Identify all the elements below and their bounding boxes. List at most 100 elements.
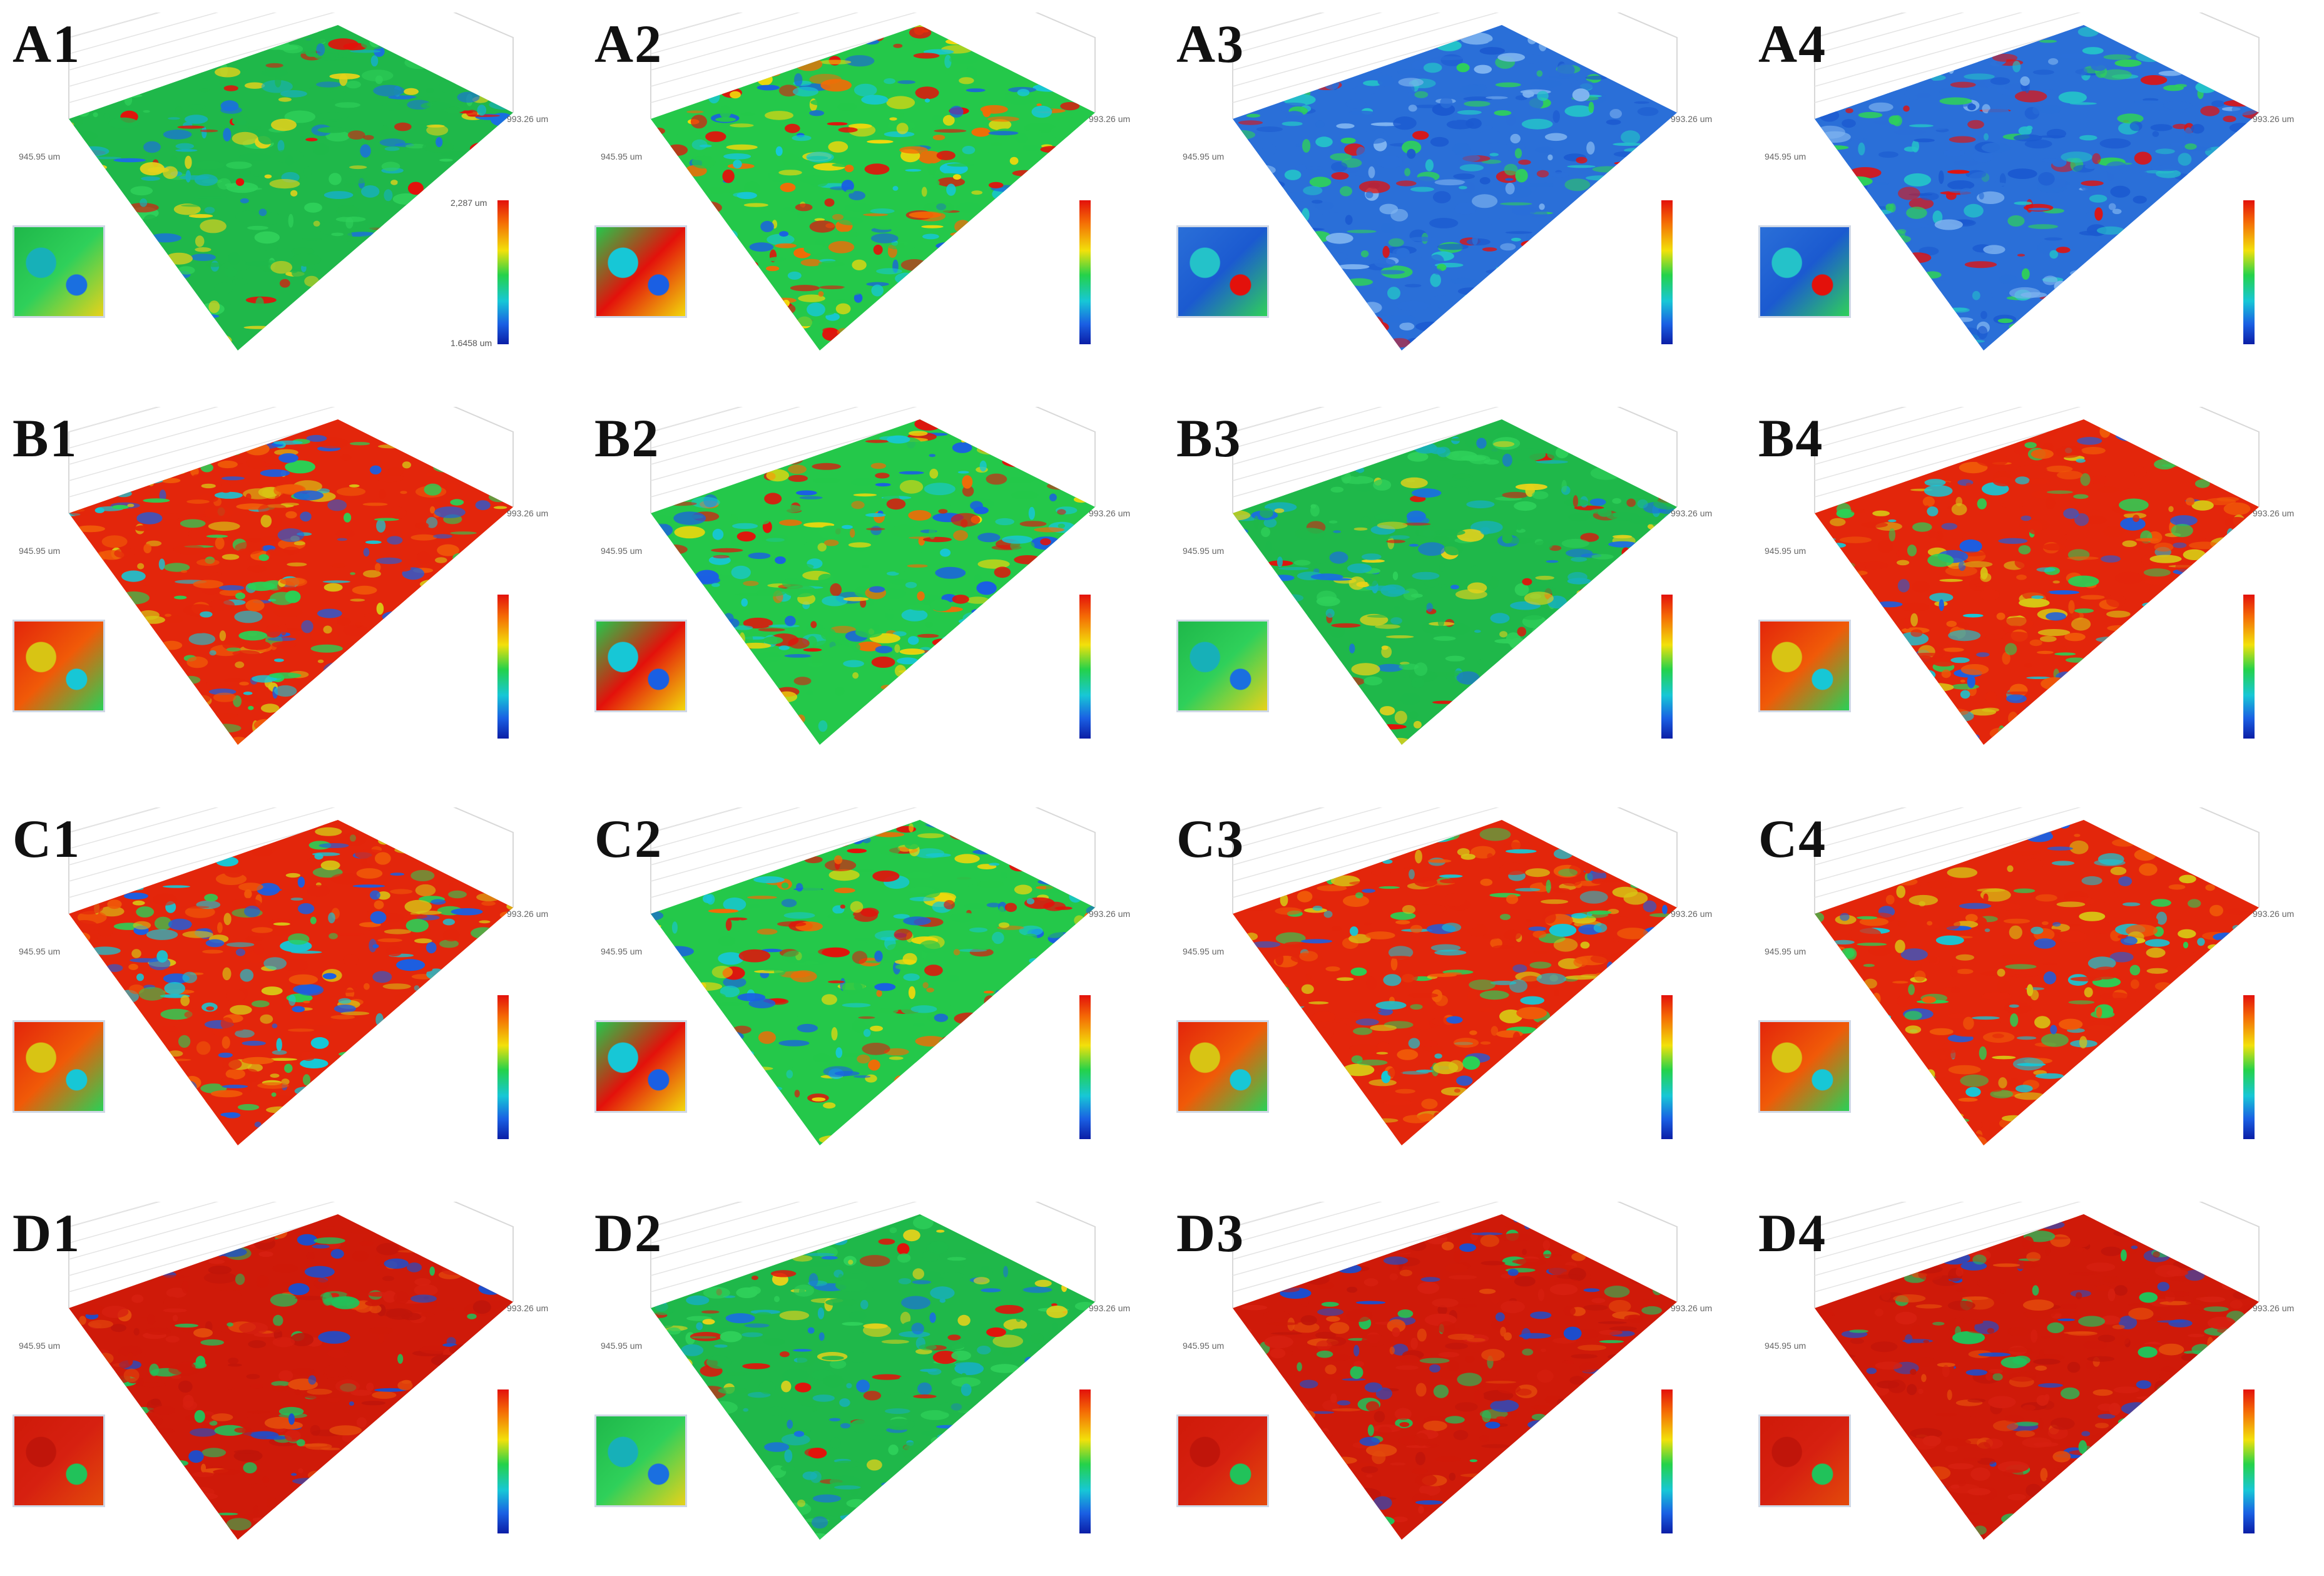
surface-feature <box>452 827 474 834</box>
surface-feature <box>335 332 352 339</box>
surface-feature <box>1638 419 1669 425</box>
surface-feature <box>265 827 281 836</box>
surface-feature <box>2145 419 2163 427</box>
surface-feature <box>487 531 507 536</box>
surface-feature <box>1402 437 1427 447</box>
surface-feature <box>1937 708 1969 717</box>
surface-feature <box>2214 704 2240 715</box>
surface-feature <box>2070 269 2097 277</box>
surface-feature <box>1905 275 1927 288</box>
surface-feature <box>869 586 885 593</box>
surface-feature <box>226 161 252 169</box>
surface-feature <box>1412 488 1442 498</box>
surface-feature <box>361 613 377 617</box>
surface-feature <box>290 253 322 266</box>
surface-feature <box>2155 311 2177 321</box>
surface-feature <box>77 990 104 993</box>
surface-feature <box>1047 198 1057 207</box>
surface-feature <box>1051 151 1072 160</box>
surface-feature <box>1361 344 1368 348</box>
surface-feature <box>1959 462 1988 474</box>
surface-feature <box>480 551 503 560</box>
surface-feature <box>2207 576 2214 588</box>
surface-feature <box>2106 610 2131 618</box>
surface-feature <box>273 607 303 617</box>
surface-feature <box>1285 615 1307 618</box>
surface-feature <box>1335 663 1343 667</box>
surface-feature <box>2218 269 2235 280</box>
surface-feature <box>937 710 969 720</box>
surface-feature <box>1815 125 1845 139</box>
surface-feature <box>370 55 379 67</box>
surface-feature <box>856 642 882 652</box>
surface-feature <box>792 135 812 141</box>
surface-feature <box>1034 437 1063 448</box>
surface-feature <box>155 61 164 73</box>
surface-feature <box>377 891 390 900</box>
surface-feature <box>2122 43 2138 52</box>
surface-feature <box>258 131 276 145</box>
axis-box <box>650 807 1096 914</box>
surface-feature <box>2169 216 2183 229</box>
surface-feature <box>2152 131 2159 137</box>
surface-feature <box>1082 526 1095 530</box>
surface-feature <box>1584 255 1595 259</box>
surface-feature <box>87 1117 107 1127</box>
surface-feature <box>864 163 890 175</box>
surface-feature <box>1404 168 1410 177</box>
surface-feature <box>1035 48 1063 56</box>
surface-feature <box>2067 691 2082 695</box>
surface-feature <box>710 249 728 255</box>
surface-feature <box>496 68 513 73</box>
surface-feature <box>895 963 914 970</box>
surface-feature <box>463 448 469 461</box>
surface-feature <box>2170 645 2183 656</box>
surface-feature <box>222 1058 242 1070</box>
surface-feature <box>450 1034 474 1048</box>
surface-feature <box>1039 247 1049 256</box>
surface-feature <box>1268 207 1279 214</box>
grid-line <box>1232 407 1383 449</box>
surface-feature <box>310 916 317 924</box>
surface-feature <box>1914 655 1935 665</box>
surface-feature <box>1920 717 1948 723</box>
surface-feature <box>111 1003 128 1017</box>
surface-feature <box>1541 306 1568 314</box>
surface-feature <box>1351 663 1380 676</box>
surface-feature <box>273 1095 293 1101</box>
surface-feature <box>452 701 466 708</box>
surface-feature <box>1093 1030 1095 1036</box>
surface-feature <box>2089 194 2107 203</box>
surface-feature <box>509 190 513 195</box>
surface-feature <box>937 327 953 333</box>
surface-feature <box>1511 237 1521 242</box>
surface-feature <box>2113 233 2126 244</box>
surface-feature <box>1590 508 1608 514</box>
surface-feature <box>2207 698 2228 702</box>
surface-feature <box>914 419 942 431</box>
surface-feature <box>962 278 994 284</box>
inset-thumbnail <box>13 620 105 712</box>
surface-feature <box>455 975 475 981</box>
surface-feature <box>854 293 863 303</box>
surface-feature <box>1303 186 1323 195</box>
surface-feature <box>679 477 711 488</box>
surface-feature <box>1063 170 1081 181</box>
surface-feature <box>424 718 431 732</box>
surface-feature <box>1357 287 1377 290</box>
surface-feature <box>1456 671 1480 685</box>
surface-feature <box>714 265 739 275</box>
surface-feature <box>750 1090 766 1093</box>
surface-feature <box>2167 309 2174 320</box>
surface-feature <box>663 986 675 994</box>
surface-feature <box>830 186 851 190</box>
surface-feature <box>1588 101 1594 113</box>
surface-feature <box>763 720 782 727</box>
surface-feature <box>1410 187 1434 192</box>
surface-feature <box>1601 607 1621 620</box>
surface-feature <box>1325 608 1335 618</box>
surface-feature <box>1310 504 1317 509</box>
surface-feature <box>1093 610 1095 614</box>
surface-feature <box>113 1133 138 1142</box>
surface-feature <box>2155 148 2175 155</box>
